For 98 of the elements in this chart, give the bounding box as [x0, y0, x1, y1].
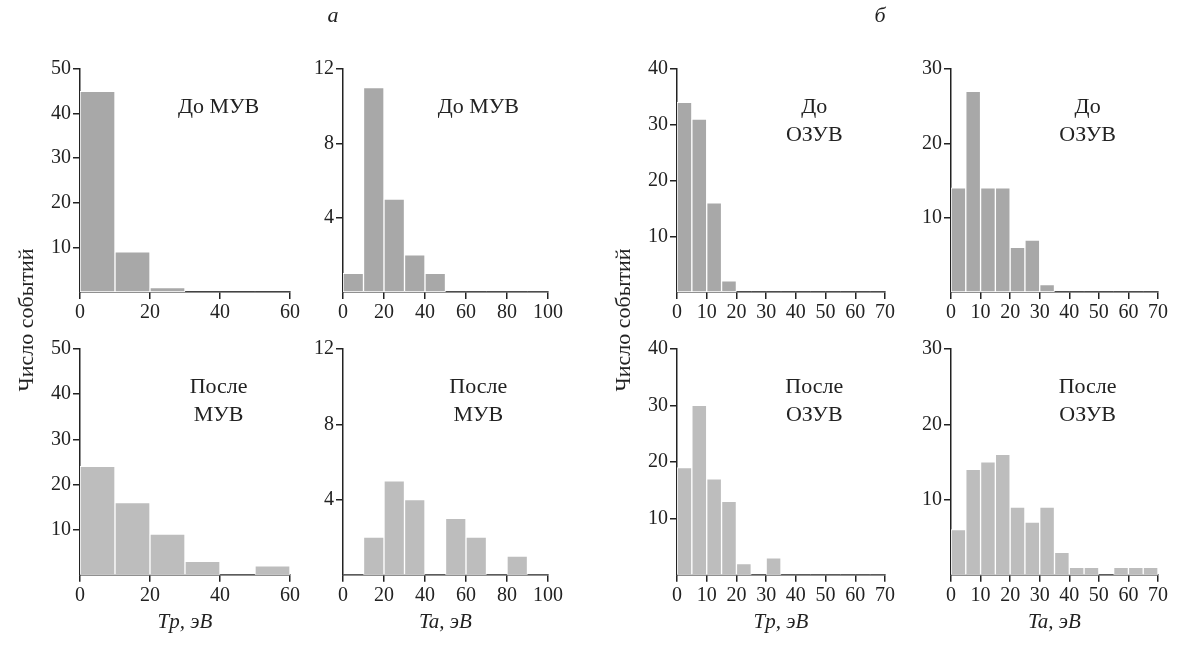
- x-tick-label: 60: [280, 300, 300, 323]
- y-tick-label: 40: [648, 336, 668, 359]
- x-tick-label: 40: [1059, 583, 1080, 606]
- y-tick-label: 20: [51, 190, 71, 213]
- x-tick-label: 0: [75, 300, 85, 323]
- x-tick-label: 40: [785, 583, 806, 606]
- x-tick-label: 0: [672, 583, 682, 606]
- y-tick-label: 20: [648, 449, 668, 472]
- x-axis-title: Ta, эВ: [419, 608, 473, 633]
- y-tick-label: 50: [51, 336, 71, 359]
- x-tick-label: 100: [533, 583, 563, 606]
- y-tick-label: 30: [51, 426, 71, 449]
- x-tick-label: 60: [845, 300, 866, 323]
- x-tick-label: 10: [696, 583, 717, 606]
- x-tick-label: 30: [1029, 583, 1050, 606]
- y-tick-label: 30: [648, 392, 668, 415]
- y-tick-label: 10: [922, 204, 942, 227]
- x-tick-label: 50: [815, 583, 836, 606]
- x-tick-label: 40: [415, 300, 435, 323]
- x-tick-label: 20: [726, 300, 747, 323]
- y-tick-label: 40: [648, 56, 668, 79]
- x-tick-label: 60: [280, 583, 300, 606]
- y-tick-label: 10: [51, 234, 71, 257]
- x-tick-label: 50: [815, 300, 836, 323]
- y-tick-label: 10: [922, 486, 942, 509]
- y-tick-label: 10: [648, 505, 668, 528]
- y-tick-label: 30: [51, 145, 71, 168]
- x-tick-label: 10: [970, 300, 991, 323]
- annotation: После ОЗУВ: [1058, 373, 1117, 427]
- x-tick-label: 0: [946, 300, 956, 323]
- annotation: После ОЗУВ: [785, 373, 844, 427]
- x-tick-label: 10: [696, 300, 717, 323]
- y-tick-label: 20: [922, 130, 942, 153]
- y-tick-label: 8: [324, 411, 334, 434]
- x-tick-label: 60: [456, 300, 476, 323]
- x-tick-label: 60: [1118, 583, 1139, 606]
- x-tick-label: 70: [875, 583, 895, 606]
- chart-title: б: [874, 2, 886, 28]
- y-tick-label: 4: [324, 486, 334, 509]
- y-tick-label: 20: [648, 167, 668, 190]
- x-tick-label: 40: [1059, 300, 1080, 323]
- x-tick-label: 40: [210, 583, 230, 606]
- annotation: После МУВ: [189, 373, 248, 427]
- annotation: После МУВ: [449, 373, 508, 427]
- x-tick-label: 0: [338, 300, 348, 323]
- x-axis-title: Ta, эВ: [1028, 608, 1082, 633]
- x-tick-label: 70: [1148, 300, 1168, 323]
- y-tick-label: 30: [648, 112, 668, 134]
- x-tick-label: 50: [1088, 583, 1109, 606]
- x-tick-label: 60: [456, 583, 476, 606]
- x-tick-label: 20: [1000, 583, 1021, 606]
- y-tick-label: 30: [922, 336, 942, 359]
- y-tick-label: 40: [51, 381, 71, 404]
- y-tick-label: 10: [51, 516, 71, 539]
- y-tick-label: 12: [314, 336, 334, 359]
- x-tick-label: 40: [210, 300, 230, 323]
- annotation: До МУВ: [437, 92, 519, 118]
- annotation: До ОЗУВ: [1059, 92, 1116, 146]
- x-tick-label: 20: [140, 583, 160, 606]
- x-tick-label: 30: [756, 583, 777, 606]
- x-tick-label: 50: [1088, 300, 1109, 323]
- y-tick-label: 30: [922, 56, 942, 79]
- y-tick-label: 20: [51, 471, 71, 494]
- x-tick-label: 20: [140, 300, 160, 323]
- y-tick-label: 10: [648, 223, 668, 246]
- x-tick-label: 70: [875, 300, 895, 323]
- x-tick-label: 20: [374, 583, 394, 606]
- x-axis-title: Tp, эВ: [753, 608, 809, 633]
- x-tick-label: 20: [1000, 300, 1021, 323]
- y-tick-label: 20: [922, 411, 942, 434]
- y-tick-label: 4: [324, 204, 334, 227]
- chart-title: а: [327, 2, 339, 28]
- x-tick-label: 30: [1029, 300, 1050, 323]
- x-tick-label: 70: [1148, 583, 1168, 606]
- x-tick-label: 0: [338, 583, 348, 606]
- x-tick-label: 0: [672, 300, 682, 323]
- annotation: До МУВ: [177, 92, 260, 118]
- y-axis-title: Число событий: [13, 248, 39, 392]
- x-axis-title: Tp, эВ: [157, 608, 213, 633]
- x-tick-label: 0: [75, 583, 85, 606]
- x-tick-label: 40: [785, 300, 806, 323]
- y-tick-label: 50: [51, 56, 71, 79]
- y-axis-title: Число событий: [610, 248, 636, 392]
- x-tick-label: 40: [415, 583, 435, 606]
- y-tick-label: 40: [51, 100, 71, 123]
- annotation: До ОЗУВ: [785, 92, 843, 146]
- x-tick-label: 80: [497, 583, 517, 606]
- y-tick-label: 8: [324, 130, 334, 153]
- x-tick-label: 30: [756, 300, 777, 323]
- x-tick-label: 10: [970, 583, 991, 606]
- y-tick-label: 12: [314, 56, 334, 79]
- x-tick-label: 20: [726, 583, 747, 606]
- x-tick-label: 60: [845, 583, 866, 606]
- x-tick-label: 60: [1118, 300, 1139, 323]
- x-tick-label: 80: [497, 300, 517, 323]
- x-tick-label: 20: [374, 300, 394, 323]
- x-tick-label: 0: [946, 583, 956, 606]
- x-tick-label: 100: [533, 300, 563, 323]
